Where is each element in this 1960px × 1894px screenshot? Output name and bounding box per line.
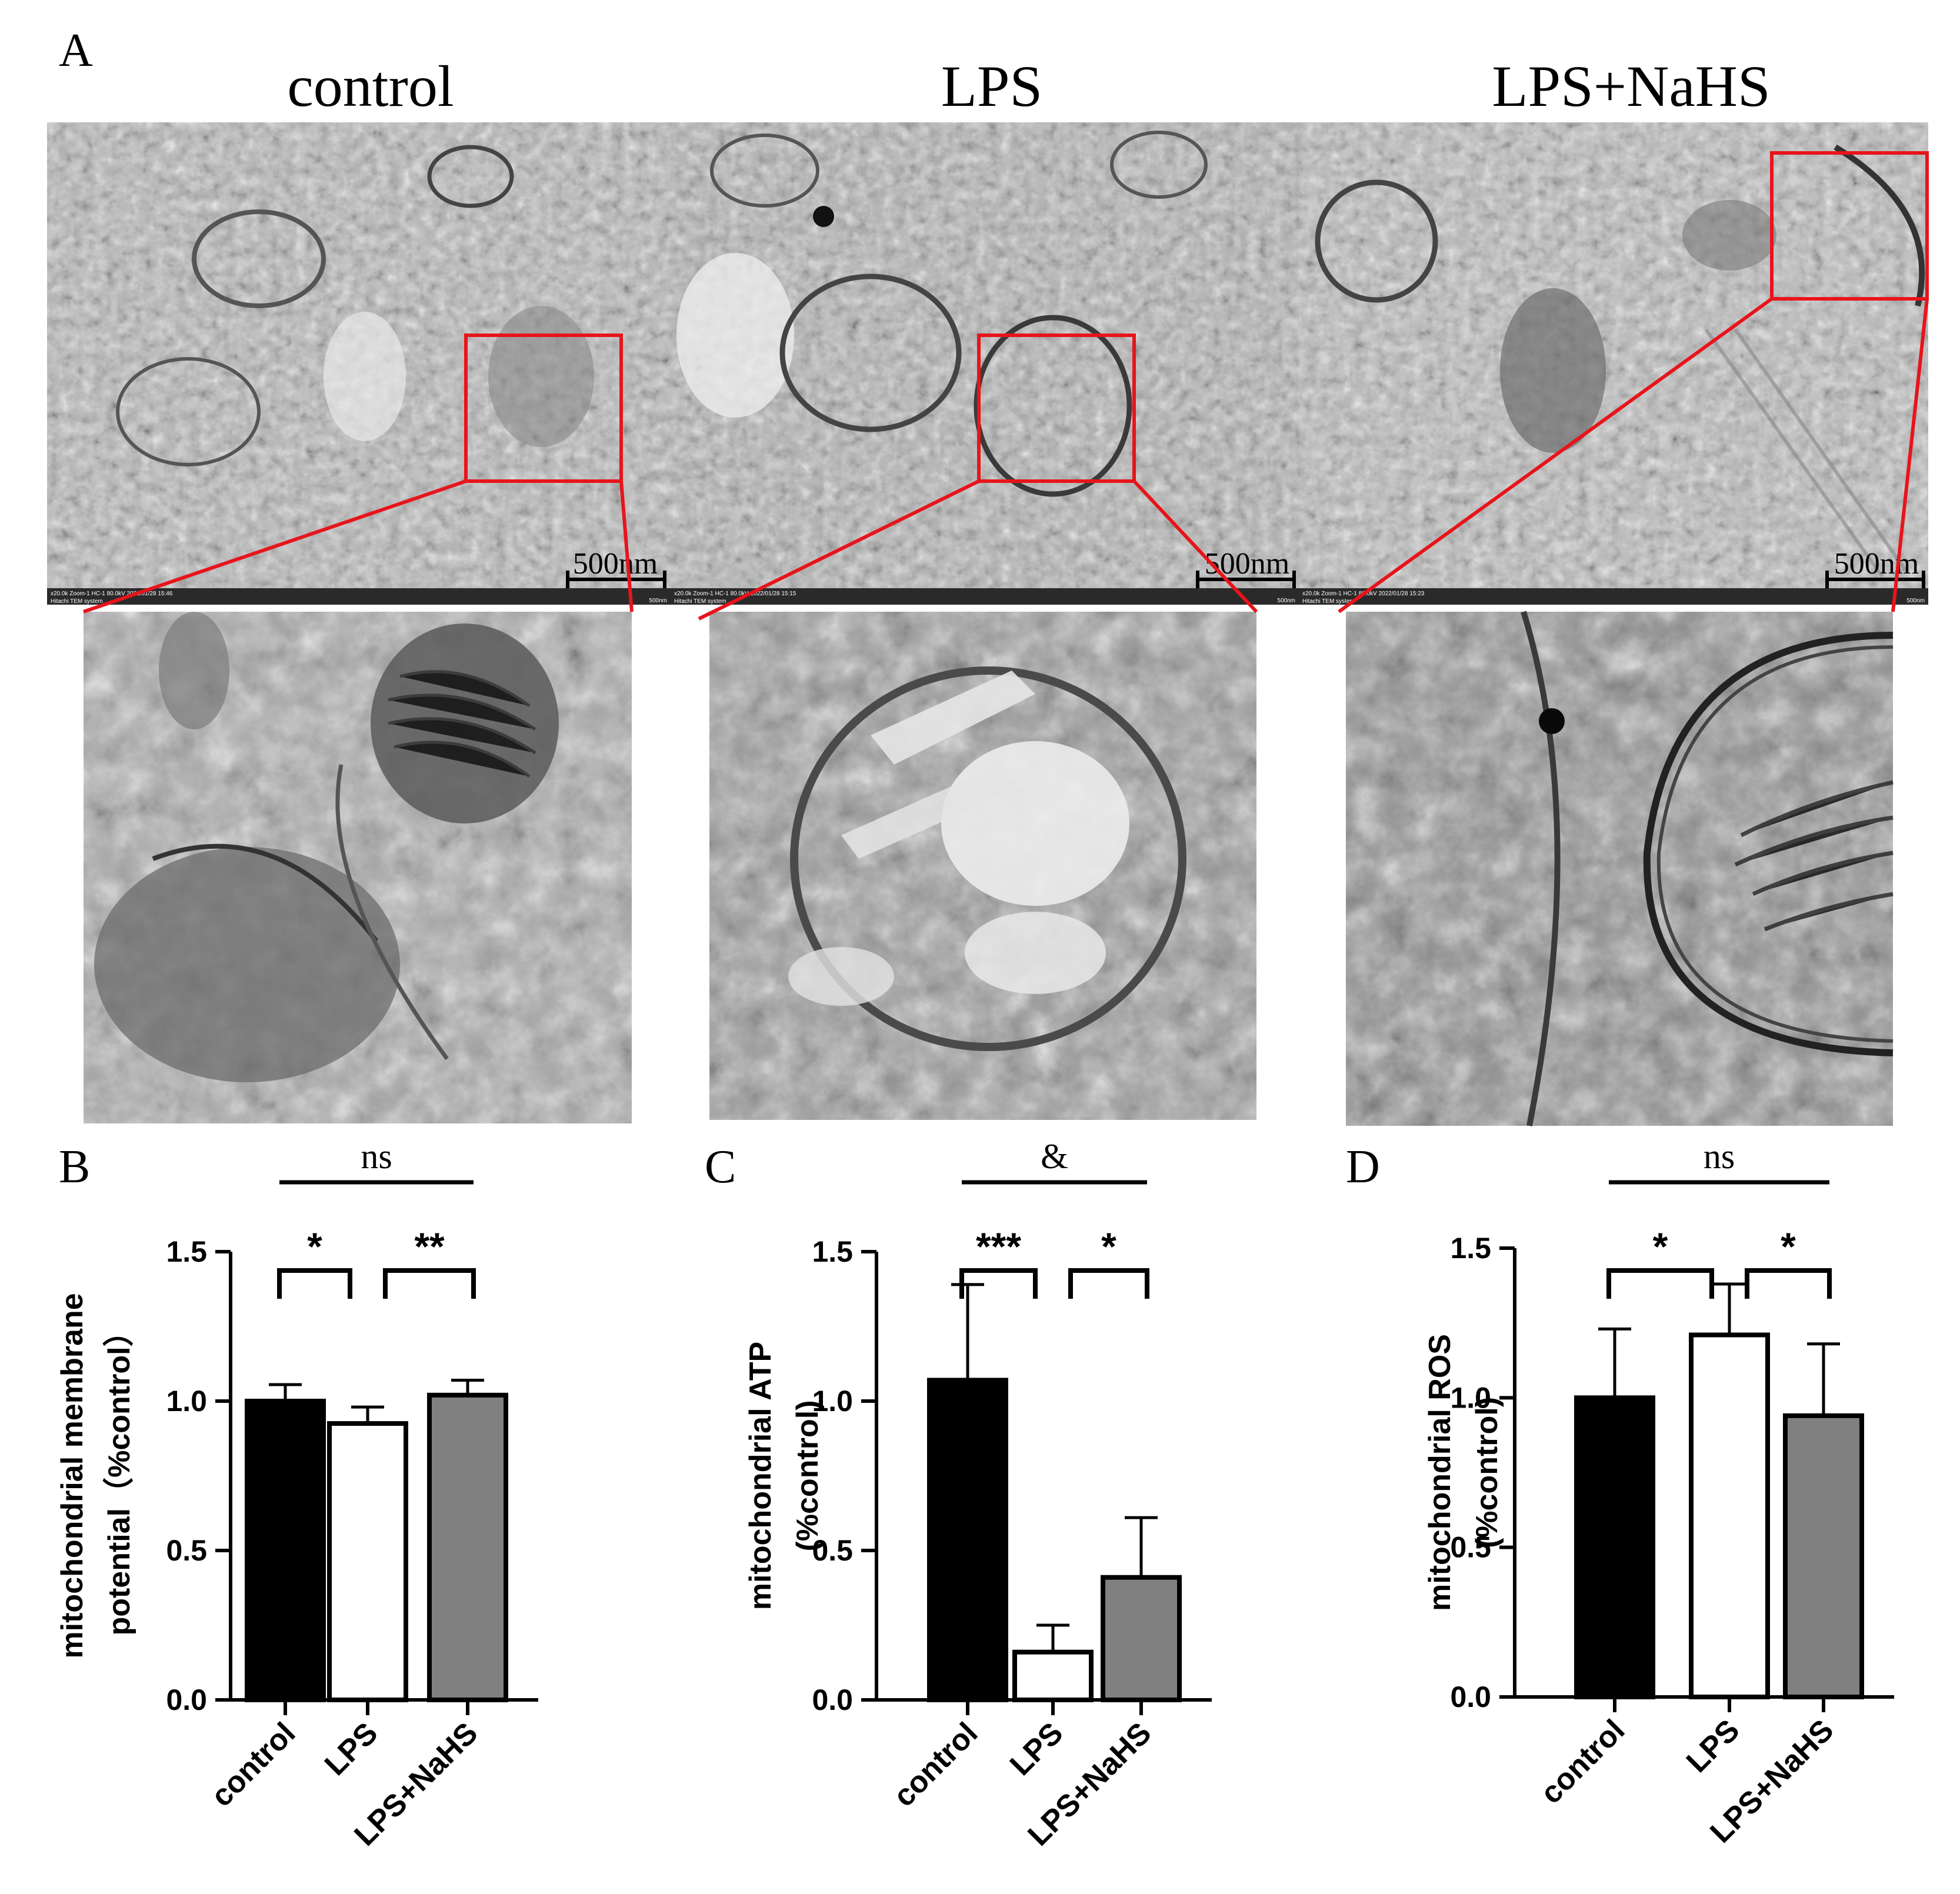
y-axis-label: (%control): [1470, 1397, 1504, 1548]
svg-text:Hitachi TEM system: Hitachi TEM system: [674, 598, 726, 605]
significance-bracket: [277, 1268, 352, 1299]
panel-letter: D: [1346, 1141, 1380, 1193]
chart-d: D 0.0 0.5 1.0 1.5 mitochondrial ROS (%control)…: [1346, 1137, 1894, 1850]
svg-text:500nm: 500nm: [1906, 598, 1925, 604]
svg-text:Hitachi TEM system: Hitachi TEM system: [51, 598, 103, 605]
significance-bracket: [1745, 1268, 1832, 1299]
tem-overview-control: [47, 122, 671, 594]
panel-letter: B: [59, 1141, 90, 1193]
bar-lps: [1012, 1649, 1094, 1702]
significance-label: *: [1653, 1225, 1668, 1268]
y-axis-label: (%control): [791, 1400, 825, 1551]
y-tick-label: 1.0: [166, 1385, 207, 1418]
significance-label: ***: [976, 1225, 1021, 1268]
inset-box-lps-nahs: [1770, 151, 1929, 301]
bar-lps: [1689, 1332, 1770, 1700]
y-tick-label: 1.0: [812, 1385, 853, 1418]
x-tick-label: control: [887, 1716, 985, 1813]
panel-a-title-control: control: [287, 54, 454, 119]
svg-text:x20.0k Zoom-1 HC-1 80.0kV 2022: x20.0k Zoom-1 HC-1 80.0kV 2022/01/28 15:…: [51, 591, 173, 597]
panel-a-title-lps: LPS: [941, 54, 1042, 119]
panel-a: A control LPS LPS+NaHS: [47, 25, 1929, 1126]
significance-label: ns: [1704, 1137, 1735, 1176]
significance-bracket: [1068, 1268, 1149, 1299]
scale-bar-lps: 500nm: [1196, 547, 1296, 588]
scale-bar-lps-nahs: 500nm: [1825, 547, 1925, 588]
y-tick-label: 0.0: [1450, 1680, 1491, 1713]
panel-a-title-lps-nahs: LPS+NaHS: [1492, 54, 1770, 119]
tem-overview-lps: [671, 122, 1299, 594]
panel-letter: C: [705, 1141, 736, 1193]
significance-label: *: [1101, 1225, 1116, 1268]
svg-text:x20.0k Zoom-1 HC-1 80.0kV 2022: x20.0k Zoom-1 HC-1 80.0kV 2022/01/28 15:…: [674, 591, 796, 597]
significance-label: &: [1041, 1137, 1068, 1176]
significance-bracket: [959, 1268, 1038, 1299]
tem-meta-bar-lps: x20.0k Zoom-1 HC-1 80.0kV 2022/01/28 15:…: [671, 588, 1299, 605]
bar-control: [927, 1378, 1008, 1702]
y-tick-label: 1.5: [166, 1235, 207, 1268]
tem-zoom-lps-nahs: [1346, 611, 1894, 1126]
y-tick-label: 0.5: [166, 1534, 207, 1567]
significance-label: ns: [361, 1137, 392, 1176]
inset-connectors: [83, 297, 1929, 621]
chart-b: B 0.0 0.5 1.0 1.5 mitochondrial membrane poten…: [55, 1137, 538, 1853]
x-tick-label: LPS: [318, 1716, 385, 1782]
significance-label: *: [1781, 1225, 1796, 1268]
x-tick-label: LPS: [1004, 1716, 1070, 1782]
tem-zoom-control: [84, 612, 632, 1123]
panel-a-letter: A: [59, 25, 93, 76]
bar-control: [1574, 1395, 1655, 1699]
y-tick-label: 0.0: [166, 1683, 207, 1716]
scale-bar-control: 500nm: [566, 547, 666, 588]
x-tick-label: control: [1534, 1713, 1632, 1810]
bar-lps: [327, 1421, 408, 1703]
significance-bracket: [383, 1268, 476, 1299]
svg-text:500nm: 500nm: [1205, 547, 1289, 581]
svg-text:Hitachi TEM system: Hitachi TEM system: [1302, 598, 1355, 605]
significance-label: **: [414, 1225, 445, 1268]
svg-text:500nm: 500nm: [649, 598, 667, 604]
y-tick-label: 1.5: [1450, 1232, 1491, 1265]
svg-text:500nm: 500nm: [1834, 547, 1919, 581]
bar-lps-nahs: [1783, 1413, 1864, 1699]
bar-control: [245, 1399, 326, 1702]
x-tick-label: control: [205, 1716, 302, 1813]
y-tick-label: 0.5: [1450, 1531, 1491, 1564]
y-tick-label: 1.0: [1450, 1381, 1491, 1414]
chart-c: C 0.0 0.5 1.0 1.5 mitochondrial ATP (%control)…: [705, 1137, 1212, 1853]
svg-text:500nm: 500nm: [1277, 598, 1295, 604]
tem-zoom-lps: [709, 612, 1256, 1120]
svg-text:500nm: 500nm: [573, 547, 658, 581]
significance-label: *: [307, 1225, 322, 1268]
significance-bracket: [1606, 1268, 1714, 1299]
tem-meta-bar-lps-nahs: x20.0k Zoom-1 HC-1 80.0kV 2022/01/28 15:…: [1299, 588, 1928, 605]
tem-meta-bar-control: x20.0k Zoom-1 HC-1 80.0kV 2022/01/28 15:…: [47, 588, 671, 605]
y-tick-label: 1.5: [812, 1235, 853, 1268]
inset-box-lps: [977, 334, 1136, 483]
bar-lps-nahs: [1101, 1575, 1182, 1702]
y-axis-label: mitochondrial membrane: [55, 1293, 89, 1658]
inset-box-control: [464, 334, 623, 483]
x-tick-label: LPS: [1680, 1713, 1746, 1779]
tem-overview-lps-nahs: [1299, 122, 1928, 594]
bar-lps-nahs: [427, 1392, 508, 1703]
y-axis-label: mitochondrial ROS: [1423, 1334, 1457, 1611]
y-axis-label: potential（%control）: [102, 1316, 136, 1635]
y-tick-label: 0.5: [812, 1534, 853, 1567]
y-tick-label: 0.0: [812, 1683, 853, 1716]
y-axis-label: mitochondrial ATP: [744, 1342, 778, 1610]
